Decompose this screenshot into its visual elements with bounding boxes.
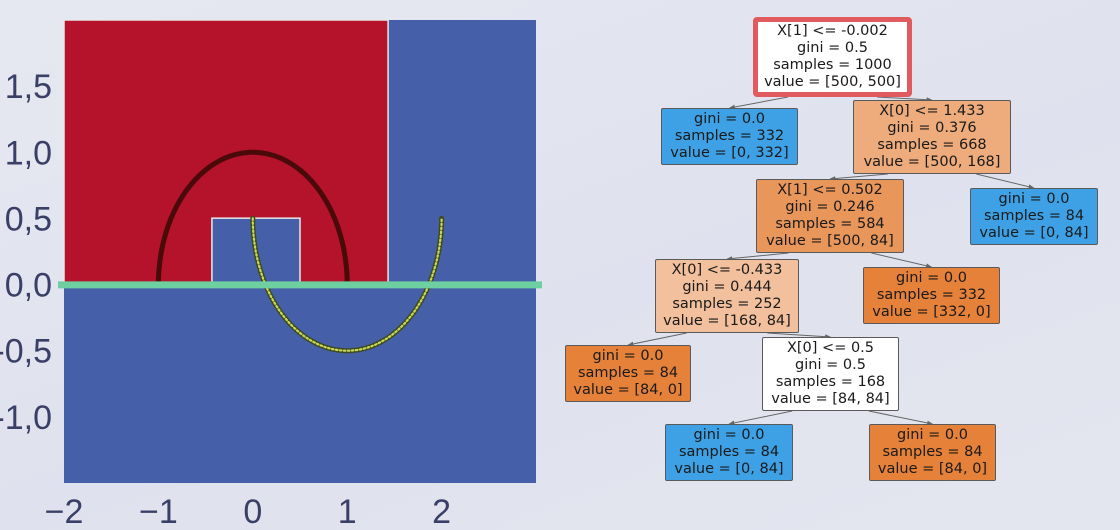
node-text-line: samples = 168: [775, 374, 886, 390]
y-tick-label: -0,5: [0, 333, 52, 371]
node-text-line: X[0] <= -0.433: [671, 262, 783, 278]
node-text-line: X[0] <= 0.5: [786, 340, 875, 356]
tree-edge-arrow: [976, 173, 1035, 190]
node-text-line: samples = 584: [775, 216, 885, 232]
node-text-line: samples = 252: [672, 296, 782, 312]
node-text-line: gini = 0.0: [693, 427, 765, 443]
node-text-line: samples = 84: [983, 208, 1085, 224]
y-tick-label: 0,5: [5, 200, 52, 238]
x-tick-label: 1: [338, 493, 357, 530]
node-text-line: value = [0, 84]: [674, 461, 784, 477]
node-text-line: samples = 1000: [773, 57, 892, 73]
node-text-line: value = [168, 84]: [663, 313, 791, 329]
y-tick-label: 1,0: [5, 134, 52, 172]
tree-edge-arrow: [728, 96, 789, 110]
node-text-line: gini = 0.246: [785, 199, 875, 215]
tree-leaf-node: gini = 0.0 samples = 332 value = [332, 0]: [863, 267, 1000, 324]
tree-split-node: X[0] <= 1.433 gini = 0.376 samples = 668 va…: [853, 100, 1011, 174]
node-text-line: value = [332, 0]: [872, 304, 991, 320]
node-text-line: gini = 0.0: [592, 348, 664, 364]
tree-edge-arrow: [728, 410, 793, 426]
node-text-line: value = [0, 84]: [979, 225, 1089, 241]
tree-edge-arrow: [868, 410, 934, 426]
tree-edge-arrow: [871, 252, 933, 269]
node-text-line: gini = 0.0: [998, 191, 1070, 207]
node-text-line: value = [84, 0]: [573, 382, 683, 398]
node-text-line: samples = 332: [876, 287, 987, 303]
decision-boundary-plot: −2 −1 0 1 2 1,5 1,0 0,5 0,0 -0,5 -1,0: [0, 19, 542, 530]
node-text-line: samples = 84: [882, 444, 983, 460]
x-tick-label: −2: [45, 493, 84, 530]
tree-split-node: X[0] <= -0.433 gini = 0.444 samples = 252 v…: [655, 259, 799, 333]
node-text-line: samples = 332: [674, 128, 785, 144]
node-text-line: value = [500, 500]: [764, 74, 901, 90]
tree-edge-arrow: [627, 332, 687, 347]
x-tick-label: −1: [139, 493, 178, 530]
tree-root-node: X[1] <= -0.002 gini = 0.5 samples = 1000 va…: [753, 17, 912, 97]
node-text-line: value = [84, 0]: [877, 461, 988, 477]
x-tick-label: 2: [432, 493, 451, 530]
node-text-line: samples = 84: [678, 444, 780, 460]
tree-leaf-node: gini = 0.0 samples = 332 value = [0, 332]: [661, 108, 798, 165]
tree-leaf-node: gini = 0.0 samples = 84 value = [0, 84]: [970, 188, 1098, 245]
node-text-line: X[1] <= 0.502: [777, 182, 883, 198]
node-text-line: X[1] <= -0.002: [777, 23, 888, 39]
y-tick-label: -1,0: [0, 399, 52, 437]
node-text-line: gini = 0.0: [896, 270, 967, 286]
node-text-line: samples = 668: [877, 137, 987, 153]
node-text-line: gini = 0.5: [795, 357, 866, 373]
x-tick-label: 0: [243, 493, 262, 530]
node-text-line: value = [0, 332]: [670, 145, 789, 161]
moon-upper-class-0: [155, 149, 350, 288]
node-text-line: value = [500, 84]: [766, 233, 894, 249]
axis-ticks: −2 −1 0 1 2 1,5 1,0 0,5 0,0 -0,5 -1,0: [0, 68, 451, 530]
node-text-line: value = [84, 84]: [771, 391, 890, 407]
tree-leaf-node: gini = 0.0 samples = 84 value = [84, 0]: [869, 424, 996, 481]
decision-regions: [63, 19, 536, 483]
tree-leaf-node: gini = 0.0 samples = 84 value = [84, 0]: [565, 345, 691, 402]
node-text-line: gini = 0.0: [694, 111, 765, 127]
y-tick-label: 1,5: [5, 68, 52, 106]
node-text-line: value = [500, 168]: [863, 154, 1001, 170]
tree-split-node: X[0] <= 0.5 gini = 0.5 samples = 168 value …: [762, 337, 899, 411]
node-text-line: gini = 0.376: [887, 120, 977, 136]
tree-split-node: X[1] <= 0.502 gini = 0.246 samples = 584 va…: [756, 179, 904, 253]
node-text-line: X[0] <= 1.433: [879, 103, 985, 119]
tree-leaf-node: gini = 0.0 samples = 84 value = [0, 84]: [665, 424, 793, 481]
y-tick-label: 0,0: [5, 267, 52, 305]
node-text-line: gini = 0.0: [897, 427, 968, 443]
node-text-line: gini = 0.5: [797, 40, 868, 56]
node-text-line: gini = 0.444: [682, 279, 772, 295]
node-text-line: samples = 84: [577, 365, 679, 381]
